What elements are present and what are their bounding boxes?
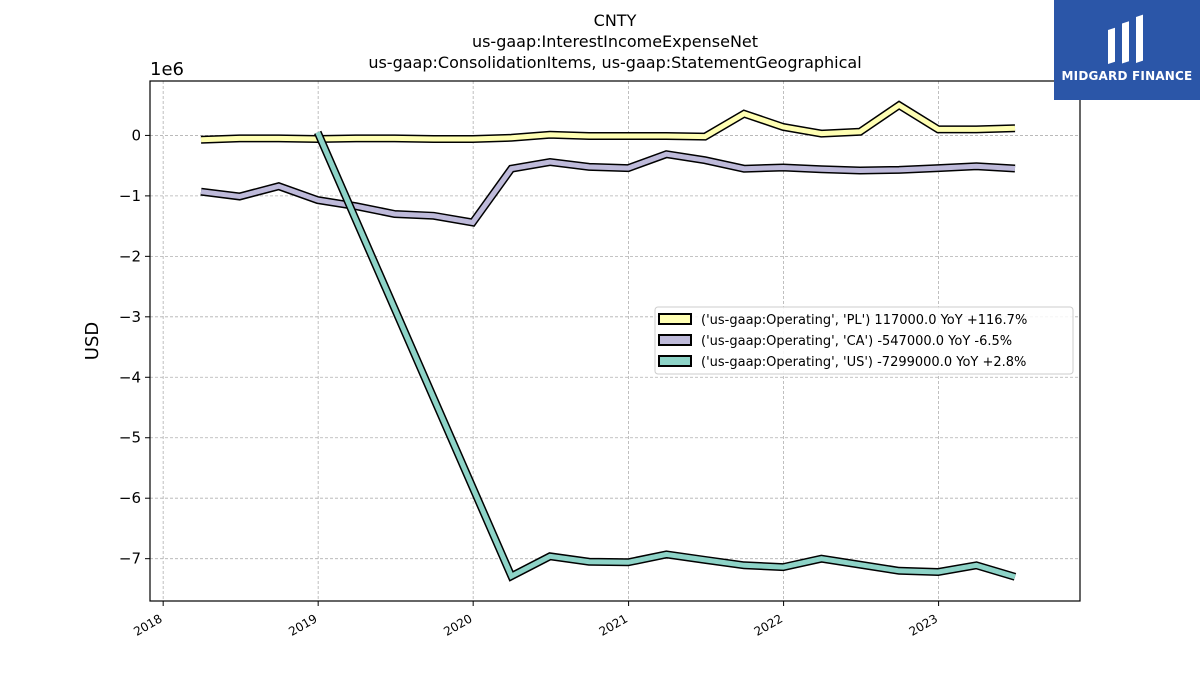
x-tick-label: 2021 (597, 611, 630, 638)
y-axis: 0 −1 −2 −3 −4 −5 −6 −7 (119, 126, 150, 568)
chart-title-line-1: CNTY (593, 11, 637, 30)
plot-frame (149, 80, 1081, 602)
series-line-outline-1 (200, 150, 1016, 227)
legend-label-2: ('us-gaap:Operating', 'US') -7299000.0 Y… (701, 355, 1026, 370)
legend-swatch-0 (658, 313, 692, 325)
y-tick-label: −5 (119, 429, 141, 447)
series-line-0 (200, 102, 1016, 143)
chart-title-line-3: us-gaap:ConsolidationItems, us-gaap:Stat… (368, 53, 862, 72)
legend-label-0: ('us-gaap:Operating', 'PL') 117000.0 YoY… (701, 313, 1027, 328)
x-tick-label: 2018 (131, 611, 164, 638)
legend-box (654, 306, 1074, 375)
legend-label-1: ('us-gaap:Operating', 'CA') -547000.0 Yo… (701, 334, 1012, 349)
legend-swatch-1 (658, 334, 692, 346)
x-tick-label: 2020 (441, 611, 474, 638)
y-tick-label: −3 (119, 308, 141, 326)
series-line-1 (200, 151, 1016, 226)
y-tick-label: 0 (131, 126, 141, 144)
legend: ('us-gaap:Operating', 'PL') 117000.0 YoY… (654, 306, 1074, 375)
y-axis-label: USD (82, 322, 103, 360)
brand-logo: MIDGARD FINANCE (1054, 0, 1200, 100)
midgard-logo-icon (1108, 14, 1143, 65)
chart-title-line-2: us-gaap:InterestIncomeExpenseNet (471, 32, 759, 51)
y-tick-label: −4 (119, 368, 141, 386)
series-group (200, 100, 1017, 582)
x-tick-label: 2023 (907, 611, 940, 638)
y-tick-label: −7 (119, 550, 141, 568)
y-axis-multiplier: 1e6 (150, 59, 184, 80)
x-axis: 2018 2019 2020 2021 2022 2023 (131, 601, 940, 639)
legend-swatch-2 (658, 355, 692, 367)
x-tick-label: 2019 (286, 611, 319, 638)
x-tick-label: 2022 (752, 611, 785, 638)
series-line-2 (315, 131, 1016, 580)
brand-name: MIDGARD FINANCE (1061, 69, 1193, 83)
y-tick-label: −1 (119, 187, 141, 205)
y-tick-label: −2 (119, 247, 141, 265)
y-tick-label: −6 (119, 489, 141, 507)
